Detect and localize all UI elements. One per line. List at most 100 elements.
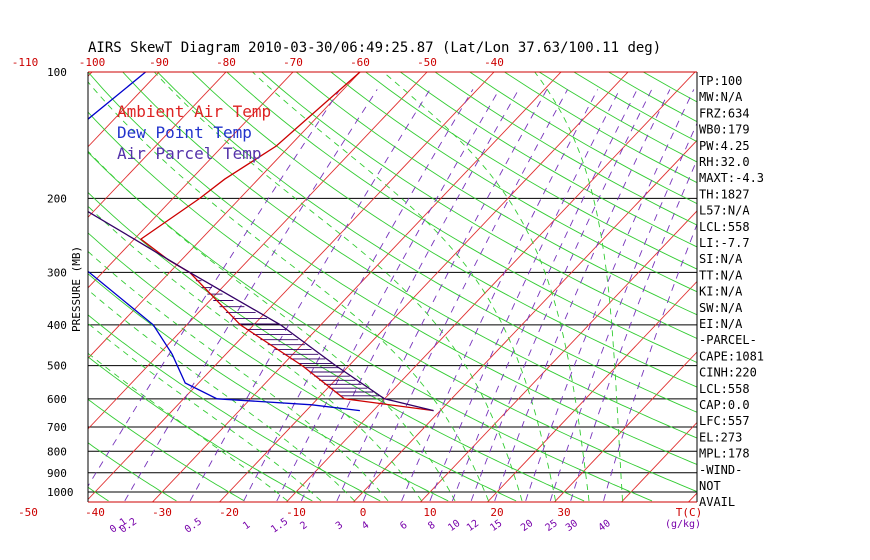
top-temp-tick-label: -110	[12, 56, 39, 69]
stability-index-label: EI:N/A	[699, 317, 743, 331]
stability-index-label: TH:1827	[699, 187, 750, 201]
isotherm-line	[0, 53, 43, 510]
pressure-tick-label: 1000	[47, 486, 74, 499]
stability-index-label: LI:-7.7	[699, 236, 750, 250]
stability-index-label: TT:N/A	[699, 268, 743, 282]
isotherm-line	[88, 72, 160, 148]
mixing-ratio-tick-label: 40	[597, 518, 613, 534]
dry-adiabat-line	[296, 72, 697, 316]
mixing-ratio-tick-label: 4	[360, 520, 371, 532]
mixing-ratio-tick-label: 20	[519, 518, 535, 534]
stability-index-label: MAXT:-4.3	[699, 171, 764, 185]
isotherm-line	[553, 351, 697, 502]
dry-adiabat-line	[226, 72, 697, 364]
chart-title: AIRS SkewT Diagram 2010-03-30/06:49:25.8…	[88, 40, 661, 56]
mixing-ratio-tick-label: 1	[241, 520, 252, 532]
stability-index-label: KI:N/A	[699, 285, 743, 299]
pressure-tick-label: 400	[47, 319, 67, 332]
mixing-ratio-line	[336, 89, 548, 502]
moist-adiabat-line	[88, 205, 422, 502]
dry-adiabat-line	[88, 191, 585, 502]
moist-adiabat-line	[88, 150, 456, 502]
mixing-ratio-unit-label: (g/kg)	[665, 519, 701, 530]
stability-index-label: MPL:178	[699, 447, 750, 461]
dry-adiabat-line	[88, 151, 653, 502]
isotherm-line	[419, 210, 697, 502]
stability-index-label: L57:N/A	[699, 204, 750, 218]
legend-dew-point-temp: Dew Point Temp	[117, 123, 252, 142]
bottom-temp-tick-label: 0	[360, 506, 367, 519]
isotherm-line	[88, 72, 227, 218]
y-axis-label: PRESSURE (MB)	[70, 246, 83, 332]
mixing-ratio-line	[549, 122, 697, 502]
air-parcel-temp-line	[88, 210, 434, 412]
stability-index-label: FRZ:634	[699, 106, 750, 120]
top-temp-tick-label: -70	[283, 56, 303, 69]
bottom-temp-tick-label: -40	[85, 506, 105, 519]
dry-adiabat-line	[88, 273, 449, 502]
mixing-ratio-line	[570, 158, 697, 502]
moist-adiabat-line	[534, 72, 623, 501]
mixing-ratio-line	[124, 89, 378, 502]
mixing-ratio-tick-label: 3	[334, 520, 345, 532]
isotherm-line	[218, 72, 629, 502]
legend: Ambient Air Temp Dew Point Temp Air Parc…	[117, 102, 271, 163]
stability-index-label: RH:32.0	[699, 155, 750, 169]
mixing-ratio-line	[300, 89, 520, 502]
dry-adiabat-line	[400, 72, 697, 248]
isotherm-line	[88, 72, 93, 77]
stability-index-label: -PARCEL-	[699, 333, 757, 347]
stability-index-label: -WIND-	[699, 463, 742, 477]
mixing-ratio-line	[451, 89, 638, 502]
dry-adiabat-line	[88, 232, 517, 502]
moist-adiabat-line	[88, 81, 489, 502]
mixing-ratio-line	[429, 89, 621, 502]
dry-adiabat-line	[261, 72, 697, 339]
stability-index-label: CAPE:1081	[699, 349, 764, 363]
x-axis-unit-label: T(C)	[676, 506, 703, 519]
mixing-ratio-line	[494, 89, 671, 502]
isotherm-line	[151, 72, 562, 502]
dry-adiabat-line	[191, 72, 697, 388]
grid-lines	[0, 53, 870, 510]
legend-air-parcel-temp: Air Parcel Temp	[117, 144, 262, 163]
top-temp-tick-label: -90	[149, 56, 169, 69]
isotherm-line	[748, 53, 870, 510]
pressure-tick-label: 900	[47, 467, 67, 480]
mixing-ratio-tick-label: 15	[488, 518, 504, 534]
stability-index-label: WB0:179	[699, 123, 750, 137]
stability-index-label: SI:N/A	[699, 252, 743, 266]
mixing-ratio-line	[362, 89, 568, 502]
mixing-ratio-line	[525, 89, 695, 502]
dry-adiabat-line	[365, 72, 697, 270]
dew-point-temp-line	[88, 72, 360, 412]
moist-adiabat-line	[382, 72, 590, 501]
isotherm-line	[88, 72, 361, 359]
stability-index-label: SW:N/A	[699, 301, 743, 315]
dry-adiabat-line	[88, 356, 313, 502]
dry-adiabat-line	[643, 72, 697, 103]
isotherm-line	[285, 72, 696, 502]
moist-adiabat-line	[88, 352, 288, 502]
bottom-temp-tick-label: 20	[490, 506, 503, 519]
dry-adiabat-line	[88, 486, 109, 502]
dry-adiabat-line	[469, 72, 697, 205]
pressure-tick-label: 500	[47, 360, 67, 373]
stability-index-label: CINH:220	[699, 366, 757, 380]
mixing-ratio-tick-label: 0.5	[183, 516, 204, 535]
top-temp-tick-label: -60	[350, 56, 370, 69]
bottom-temp-tick-label: -30	[152, 506, 172, 519]
dry-adiabat-line	[330, 72, 697, 293]
mixing-ratio-line	[189, 89, 431, 502]
profile-series	[88, 72, 434, 412]
dry-adiabat-line	[0, 72, 41, 501]
isotherm-line	[352, 139, 697, 502]
mixing-ratio-tick-label: 8	[426, 520, 437, 532]
stability-index-label: CAP:0.0	[699, 398, 750, 412]
mixing-ratio-tick-label: 10	[446, 518, 462, 534]
pressure-tick-label: 800	[47, 445, 67, 458]
cape-hatch	[178, 265, 380, 397]
stability-index-label: LFC:557	[699, 414, 750, 428]
